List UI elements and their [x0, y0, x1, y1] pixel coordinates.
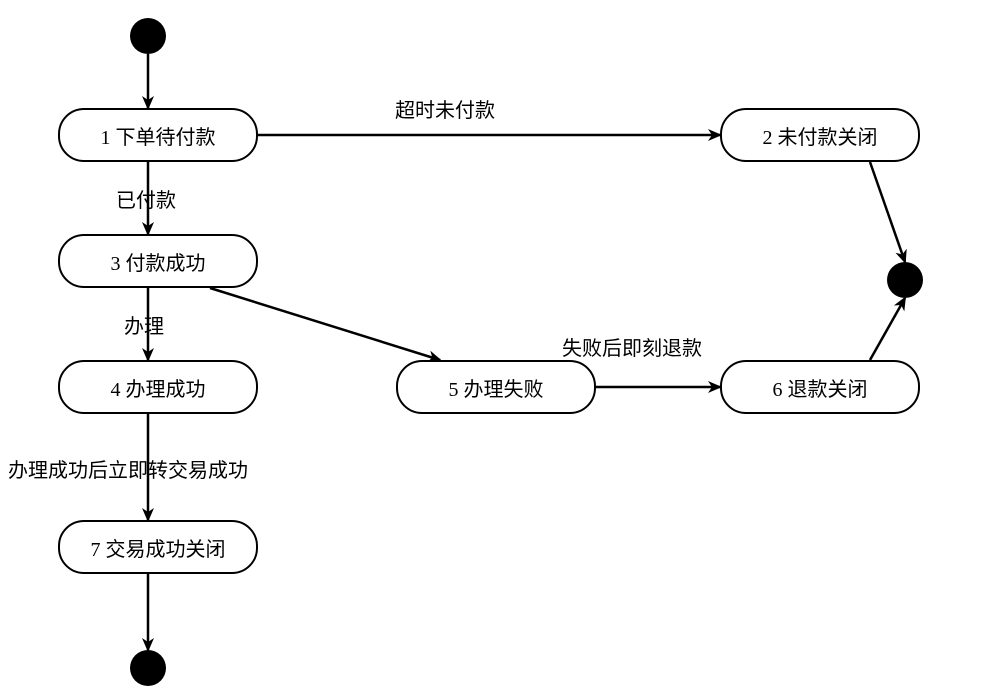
- state-node-label: 6 退款关闭: [773, 373, 868, 402]
- state-node: 7 交易成功关闭: [58, 520, 258, 574]
- state-node-label: 5 办理失败: [449, 373, 544, 402]
- transition-edge: [870, 298, 905, 360]
- terminal-dot: [887, 262, 923, 298]
- state-node-label: 3 付款成功: [111, 247, 206, 276]
- state-node-label: 1 下单待付款: [101, 121, 216, 150]
- state-node: 6 退款关闭: [720, 360, 920, 414]
- state-node-label: 7 交易成功关闭: [91, 533, 226, 562]
- state-node-label: 2 未付款关闭: [763, 121, 878, 150]
- terminal-dot: [130, 650, 166, 686]
- transition-label: 办理成功后立即转交易成功: [8, 454, 248, 483]
- transition-edge: [870, 162, 905, 262]
- state-node: 4 办理成功: [58, 360, 258, 414]
- state-node-label: 4 办理成功: [111, 373, 206, 402]
- edges-layer: [0, 0, 1000, 699]
- transition-label: 办理: [124, 310, 164, 339]
- transition-label: 超时未付款: [395, 94, 495, 123]
- transition-edge: [210, 288, 440, 360]
- transition-label: 已付款: [116, 184, 176, 213]
- transition-label: 失败后即刻退款: [562, 332, 702, 361]
- terminal-dot: [130, 18, 166, 54]
- state-node: 2 未付款关闭: [720, 108, 920, 162]
- state-node: 5 办理失败: [396, 360, 596, 414]
- state-node: 1 下单待付款: [58, 108, 258, 162]
- state-node: 3 付款成功: [58, 234, 258, 288]
